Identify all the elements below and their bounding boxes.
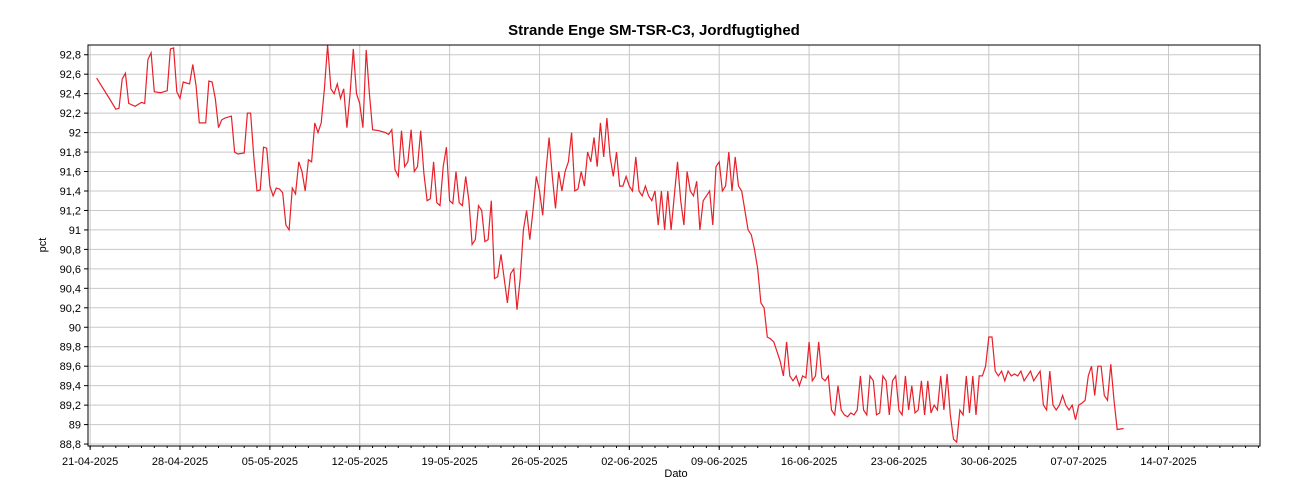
x-tick-label: 07-07-2025 bbox=[1051, 456, 1107, 468]
y-tick-label: 92 bbox=[69, 128, 81, 140]
x-tick-label: 09-06-2025 bbox=[691, 456, 747, 468]
y-tick-label: 90,2 bbox=[60, 303, 81, 315]
x-tick-label: 05-05-2025 bbox=[242, 456, 298, 468]
x-tick-label: 30-06-2025 bbox=[961, 456, 1017, 468]
x-tick-label: 28-04-2025 bbox=[152, 456, 208, 468]
y-tick-label: 92,8 bbox=[60, 50, 81, 62]
y-tick-label: 88,8 bbox=[60, 439, 81, 451]
y-tick-label: 91,8 bbox=[60, 147, 81, 159]
x-tick-label: 23-06-2025 bbox=[871, 456, 927, 468]
x-tick-label: 14-07-2025 bbox=[1140, 456, 1196, 468]
y-tick-label: 91 bbox=[69, 225, 81, 237]
x-axis-ticks: 21-04-2025 28-04-2025 05-05-2025 12-05-2025… bbox=[62, 446, 1259, 468]
y-tick-label: 91,4 bbox=[60, 186, 81, 198]
y-axis-ticks: 88,8 89 89,2 89,4 89,6 89,8 90 90,2 90,4 90,6 90,8… bbox=[60, 50, 88, 451]
y-tick-label: 90,6 bbox=[60, 264, 81, 276]
grid-lines bbox=[88, 45, 1260, 446]
y-tick-label: 89,2 bbox=[60, 400, 81, 412]
x-tick-label: 26-05-2025 bbox=[511, 456, 567, 468]
y-tick-label: 91,2 bbox=[60, 205, 81, 217]
y-tick-label: 92,6 bbox=[60, 69, 81, 81]
y-tick-label: 90,8 bbox=[60, 244, 81, 256]
y-tick-label: 89,8 bbox=[60, 342, 81, 354]
y-tick-label: 90,4 bbox=[60, 283, 81, 295]
x-axis-title: Dato bbox=[664, 468, 687, 480]
x-tick-label: 12-05-2025 bbox=[332, 456, 388, 468]
series-line bbox=[96, 44, 1124, 444]
chart-title: Strande Enge SM-TSR-C3, Jordfugtighed bbox=[508, 22, 800, 39]
y-tick-label: 92,4 bbox=[60, 89, 81, 101]
x-tick-label: 16-06-2025 bbox=[781, 456, 837, 468]
y-tick-label: 89,6 bbox=[60, 361, 81, 373]
y-tick-label: 92,2 bbox=[60, 108, 81, 120]
x-tick-label: 19-05-2025 bbox=[421, 456, 477, 468]
plot-frame bbox=[87, 44, 1261, 447]
y-tick-label: 91,6 bbox=[60, 167, 81, 179]
y-axis-title: pct bbox=[37, 238, 49, 253]
x-tick-label: 02-06-2025 bbox=[601, 456, 657, 468]
y-tick-label: 90 bbox=[69, 322, 81, 334]
y-tick-label: 89,4 bbox=[60, 381, 81, 393]
x-tick-label: 21-04-2025 bbox=[62, 456, 118, 468]
y-tick-label: 89 bbox=[69, 420, 81, 432]
